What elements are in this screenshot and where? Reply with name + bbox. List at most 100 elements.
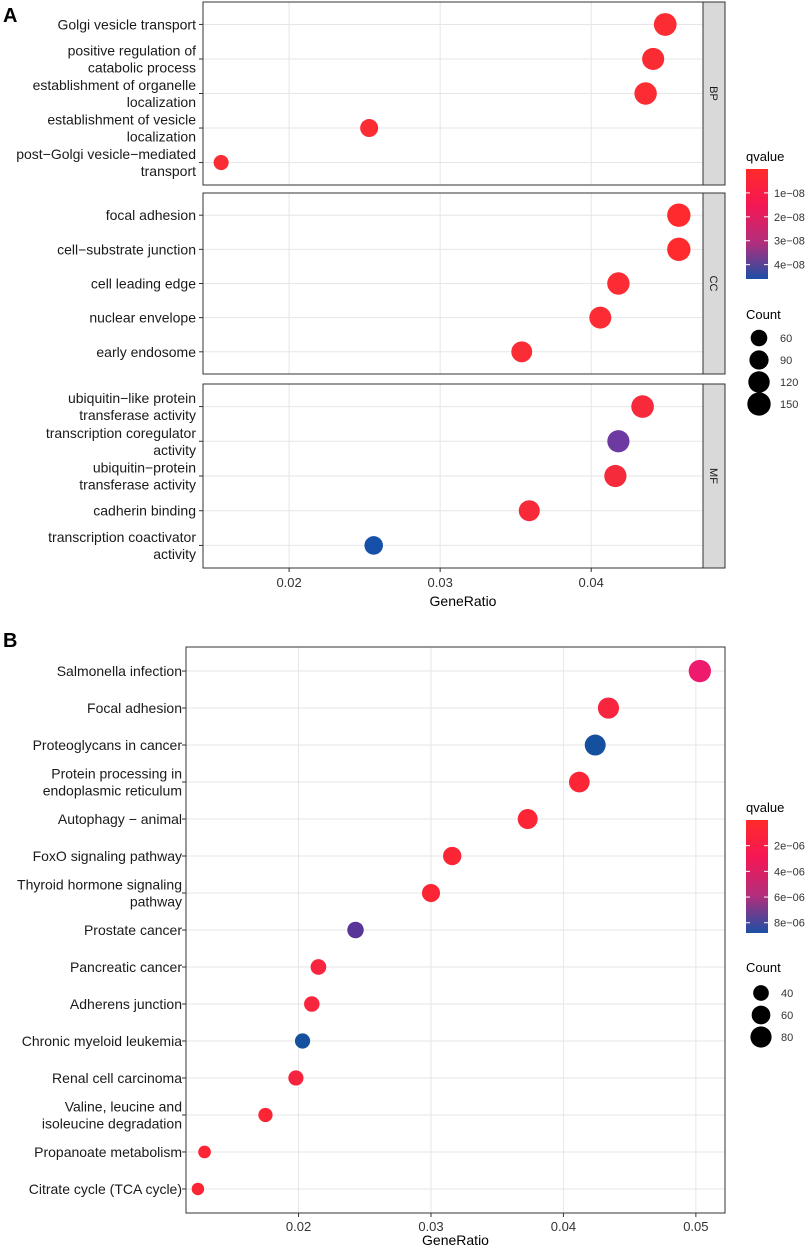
legend-size-title: Count	[746, 307, 781, 322]
facet-strip	[702, 192, 726, 375]
dot-b-10	[294, 1033, 311, 1049]
size-legend-dot	[751, 1005, 771, 1025]
dot-b-14	[191, 1182, 205, 1196]
dot-cc-0	[667, 203, 691, 227]
size-legend-label: 90	[780, 355, 792, 367]
size-legend-label: 40	[781, 988, 793, 1000]
size-legend-label: 60	[781, 1010, 793, 1022]
category-label: Prostate cancer	[84, 922, 182, 938]
legend-color-title: qvalue	[746, 800, 784, 815]
colorbar-tick-label: 2e−06	[774, 841, 805, 853]
category-label: ubiquitin−like protein	[68, 390, 196, 406]
category-label: Protein processing in	[51, 766, 182, 782]
category-label: Renal cell carcinoma	[52, 1070, 182, 1086]
dot-cc-3	[589, 306, 612, 329]
dot-bp-3	[360, 119, 379, 138]
category-label: cell−substrate junction	[57, 241, 196, 257]
dot-b-6	[421, 883, 441, 903]
category-label: cadherin binding	[93, 503, 196, 519]
category-label: activity	[153, 442, 196, 458]
panel-b-plot	[182, 646, 726, 1214]
facet-strip-label: BP	[707, 86, 719, 101]
dot-b-12	[258, 1107, 273, 1123]
category-label: Valine, leucine and	[65, 1098, 182, 1114]
panel-b-letter: B	[3, 630, 17, 652]
colorbar-tick-label: 4e−08	[774, 260, 805, 272]
category-label: ubiquitin−protein	[93, 460, 196, 476]
size-legend-dot	[748, 371, 770, 393]
facet-strip	[702, 1, 726, 186]
x-tick-label: 0.04	[579, 575, 604, 590]
dot-b-2	[584, 734, 606, 756]
dot-bp-0	[653, 13, 677, 36]
category-label: transcription coactivator	[48, 529, 196, 545]
qvalue-colorbar	[746, 169, 768, 279]
category-label: Thyroid hormone signaling	[17, 877, 182, 893]
legend-size-title: Count	[746, 960, 781, 975]
x-tick-label: 0.02	[276, 575, 301, 590]
colorbar-tick-label: 6e−06	[774, 892, 805, 904]
category-label: establishment of organelle	[33, 77, 197, 93]
category-label: Proteoglycans in cancer	[33, 737, 183, 753]
category-label: Chronic myeloid leukemia	[22, 1033, 183, 1049]
x-tick-label: 0.03	[418, 1219, 443, 1234]
x-tick-label: 0.05	[683, 1219, 708, 1234]
size-legend-dot	[753, 985, 769, 1001]
category-label: localization	[127, 94, 196, 110]
dot-cc-1	[667, 237, 691, 262]
facet-strip	[702, 383, 726, 569]
category-label: activity	[153, 546, 196, 562]
qvalue-colorbar	[746, 820, 768, 933]
category-label: nuclear envelope	[89, 310, 196, 326]
x-axis-title: GeneRatio	[422, 1232, 489, 1248]
colorbar-tick-label: 1e−08	[774, 188, 805, 200]
dot-mf-3	[518, 500, 540, 522]
dot-bp-2	[634, 82, 657, 105]
category-label: endoplasmic reticulum	[43, 783, 182, 799]
facet-bp: BP	[199, 1, 726, 186]
category-label: positive regulation of	[68, 42, 197, 58]
category-label: Adherens junction	[70, 996, 182, 1012]
category-label: Autophagy − animal	[58, 811, 182, 827]
category-label: pathway	[130, 894, 182, 910]
dot-b-4	[517, 809, 538, 830]
size-legend-label: 120	[780, 377, 798, 389]
x-tick-label: 0.04	[551, 1219, 576, 1234]
panel-border	[185, 646, 726, 1214]
x-axis-title: GeneRatio	[430, 593, 497, 609]
category-label: transport	[141, 163, 196, 179]
category-label: catabolic process	[88, 59, 196, 75]
x-tick-label: 0.02	[286, 1219, 311, 1234]
panel-a-letter: A	[3, 5, 17, 27]
x-tick-label: 0.03	[428, 575, 453, 590]
dot-b-13	[198, 1145, 211, 1159]
facet-cc: CC	[199, 192, 726, 375]
size-legend-dot	[750, 329, 768, 347]
dot-b-3	[568, 771, 590, 793]
category-label: localization	[127, 129, 196, 145]
dot-b-0	[688, 659, 711, 683]
dot-cc-2	[607, 272, 630, 295]
size-legend-label: 80	[781, 1032, 793, 1044]
facet-strip-label: CC	[707, 276, 719, 292]
dot-b-1	[597, 697, 620, 719]
dot-b-7	[347, 921, 364, 939]
colorbar-tick-label: 3e−08	[774, 236, 805, 248]
size-legend-dot	[749, 350, 769, 370]
category-label: FoxO signaling pathway	[33, 848, 182, 864]
size-legend-label: 60	[780, 333, 792, 345]
dot-bp-4	[213, 155, 229, 171]
colorbar-tick-label: 4e−06	[774, 866, 805, 878]
legend-color-title: qvalue	[746, 149, 784, 164]
dot-b-9	[304, 996, 320, 1012]
category-label: Pancreatic cancer	[70, 959, 182, 975]
category-label: focal adhesion	[106, 207, 196, 223]
category-label: establishment of vesicle	[47, 112, 196, 128]
dot-b-11	[288, 1070, 304, 1086]
category-label: isoleucine degradation	[42, 1115, 182, 1131]
dot-mf-2	[604, 464, 627, 488]
size-legend-dot	[750, 1026, 772, 1048]
category-label: early endosome	[96, 344, 196, 360]
